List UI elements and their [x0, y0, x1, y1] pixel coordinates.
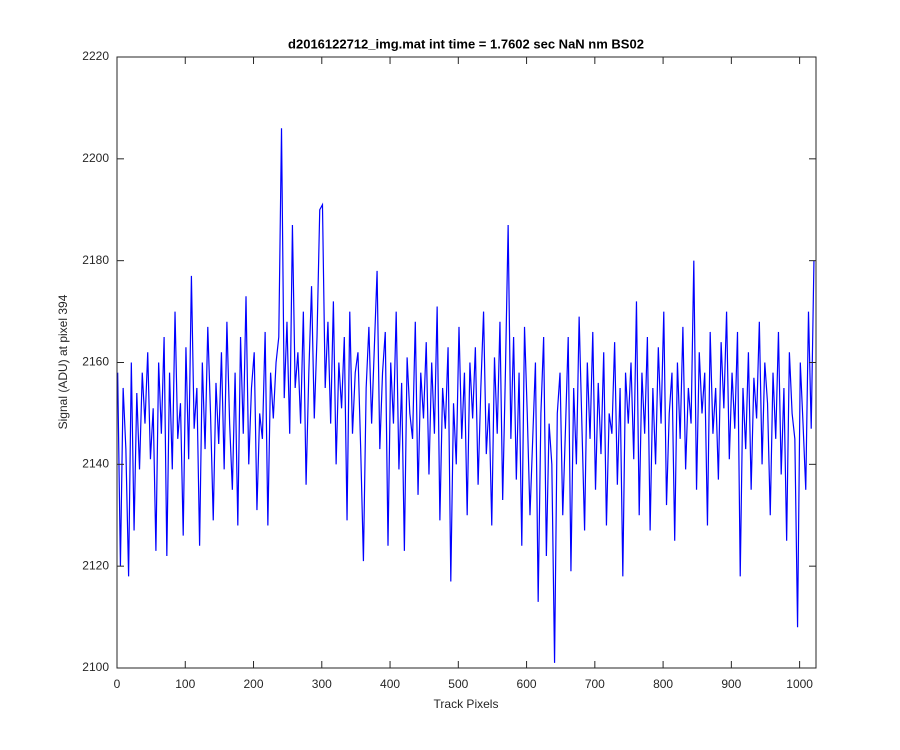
x-tick-label: 700 — [585, 677, 605, 691]
y-tick-label: 2140 — [82, 457, 109, 471]
y-tick-label: 2220 — [82, 49, 109, 63]
y-axis-label: Signal (ADU) at pixel 394 — [56, 294, 70, 429]
y-tick-label: 2180 — [82, 253, 109, 267]
x-tick-label: 600 — [517, 677, 537, 691]
x-tick-label: 300 — [312, 677, 332, 691]
y-tick-label: 2160 — [82, 355, 109, 369]
x-tick-label: 0 — [114, 677, 121, 691]
y-tick-label: 2200 — [82, 151, 109, 165]
x-tick-label: 800 — [653, 677, 673, 691]
x-axis-label: Track Pixels — [434, 697, 499, 711]
x-tick-label: 400 — [380, 677, 400, 691]
x-tick-label: 1000 — [786, 677, 813, 691]
x-tick-label: 900 — [721, 677, 741, 691]
x-tick-label: 200 — [244, 677, 264, 691]
x-tick-label: 500 — [448, 677, 468, 691]
chart-title: d2016122712_img.mat int time = 1.7602 se… — [288, 36, 644, 51]
y-tick-label: 2120 — [82, 558, 109, 572]
x-tick-label: 100 — [175, 677, 195, 691]
data-line — [117, 128, 815, 663]
y-tick-label: 2100 — [82, 660, 109, 674]
